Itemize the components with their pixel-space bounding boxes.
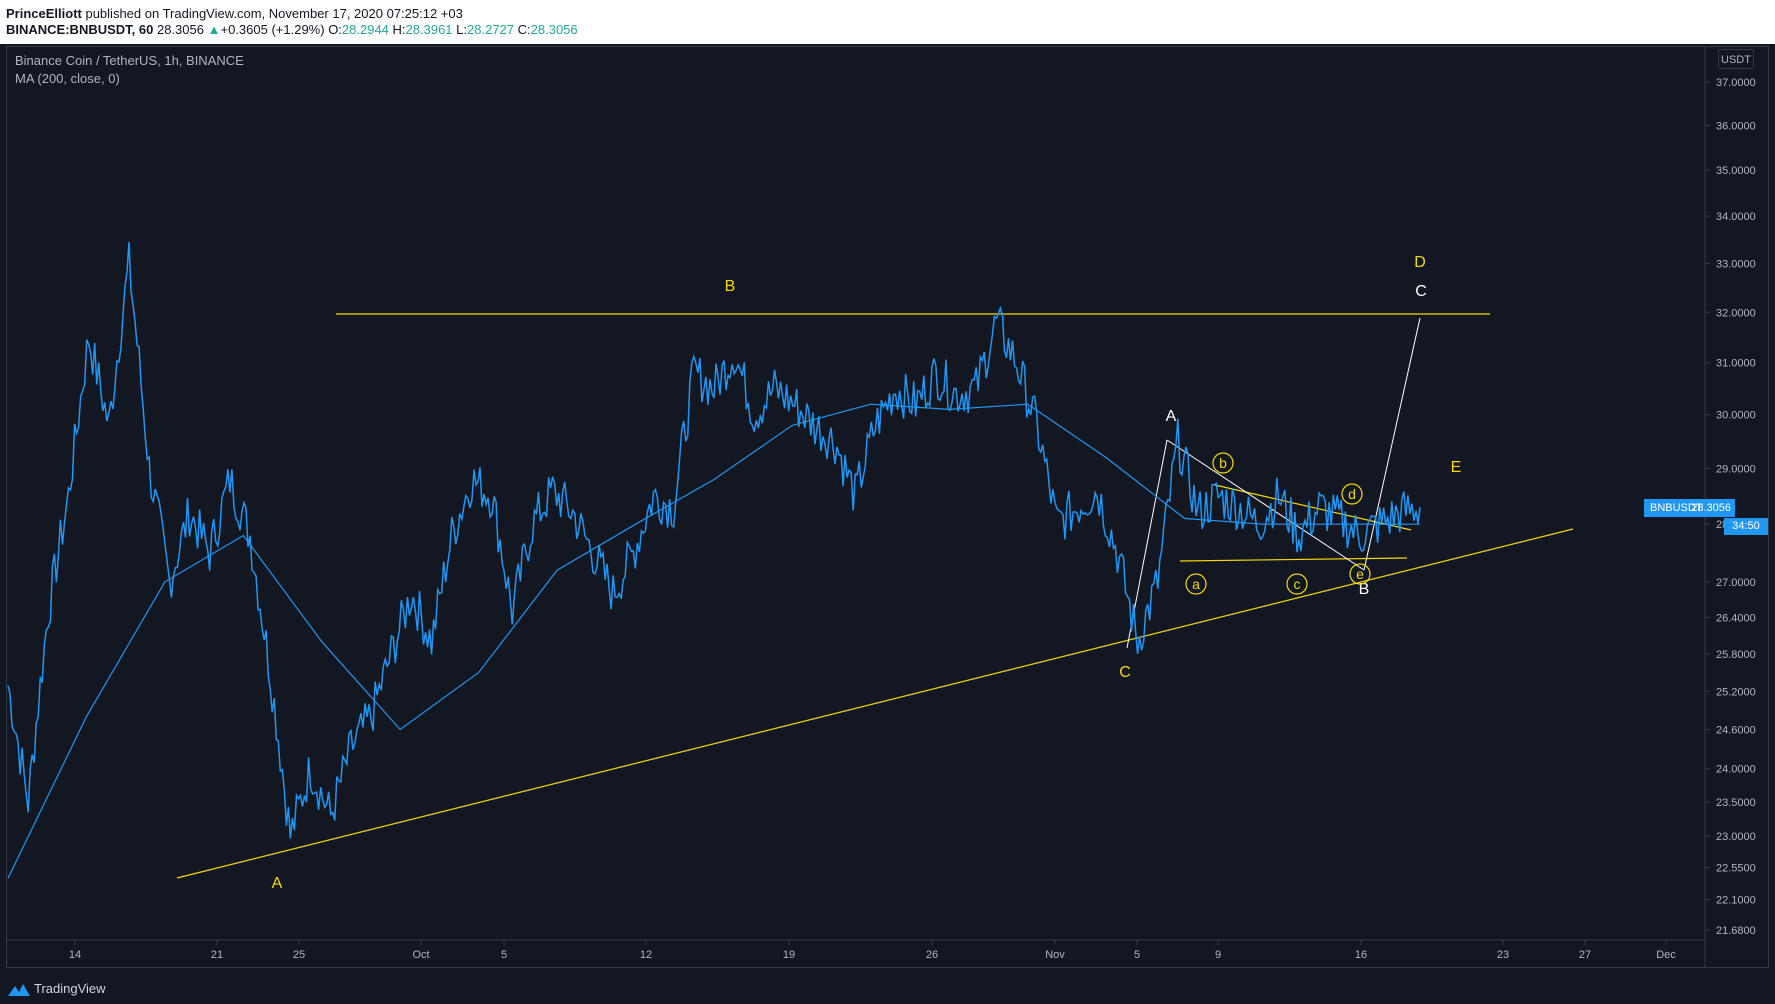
subwave-circle <box>1341 483 1363 505</box>
time-tick-label: 5 <box>501 949 507 961</box>
last-price: 28.3056 <box>156 22 204 37</box>
wave-label-white: C <box>1415 283 1427 300</box>
wave-line-2 <box>1166 439 1365 571</box>
wave-label-yellow: A <box>272 875 283 892</box>
subwave-circle <box>1212 452 1234 474</box>
tradingview-logo[interactable]: TradingView <box>8 981 106 996</box>
time-tick-label: 5 <box>1134 949 1140 961</box>
price-tick-label: 23.5000 <box>1716 797 1756 809</box>
publication-header: PrinceElliott published on TradingView.c… <box>0 0 1775 44</box>
price-tag-symbol: BNBUSDT <box>1650 502 1703 514</box>
subwave-circle <box>1185 573 1207 595</box>
symbol-label: BINANCE:BNBUSDT, 60 <box>6 22 154 37</box>
price-tick-label: 36.0000 <box>1716 120 1756 132</box>
price-tick-label: 33.0000 <box>1716 259 1756 271</box>
price-tick-label: 30.0000 <box>1716 410 1756 422</box>
high-value: 28.3961 <box>405 22 453 37</box>
tradingview-logo-icon <box>8 983 30 996</box>
brand-name: TradingView <box>34 981 106 996</box>
up-arrow-icon: ▲ <box>207 22 221 37</box>
price-tick-label: 35.0000 <box>1716 165 1756 177</box>
price-tick-label: 25.2000 <box>1716 686 1756 698</box>
price-tick-label: 24.6000 <box>1716 725 1756 737</box>
wave-label-yellow: B <box>725 278 736 295</box>
time-tick-label: 19 <box>783 949 795 961</box>
price-tick-label: 31.0000 <box>1716 358 1756 370</box>
subwave-label: a <box>1192 576 1200 592</box>
price-tick-label: 29.0000 <box>1716 463 1756 475</box>
indicator-label[interactable]: MA (200, close, 0) <box>15 71 120 86</box>
last-price-tag: BNBUSDT 28.3056 <box>1644 499 1735 517</box>
published-text: published on TradingView.com, November 1… <box>81 6 463 21</box>
footer: TradingView <box>0 972 1775 1004</box>
time-tick-label: Dec <box>1656 949 1676 961</box>
triangle-lower-line <box>1179 557 1408 562</box>
subwave-label: e <box>1356 566 1364 582</box>
ma-200-line <box>7 403 1420 879</box>
open-label: O: <box>328 22 342 37</box>
price-tag-value: 28.3056 <box>1691 502 1731 514</box>
time-axis[interactable]: 14 21 25 Oct 5 12 19 26 Nov 5 9 16 23 27 Dec <box>69 940 1676 961</box>
time-tick-label: 21 <box>211 949 223 961</box>
subwave-label: c <box>1294 576 1301 592</box>
price-tick-label: 25.8000 <box>1716 649 1756 661</box>
wave-label-white: A <box>1166 408 1177 425</box>
wave-label-white: B <box>1359 581 1370 598</box>
price-tick-label: 23.0000 <box>1716 831 1756 843</box>
subwave-circle <box>1349 563 1371 585</box>
price-change: +0.3605 (+1.29%) <box>220 22 325 37</box>
price-tick-label: 24.0000 <box>1716 764 1756 776</box>
price-tick-label: 27.0000 <box>1716 577 1756 589</box>
time-tick-label: 9 <box>1215 949 1221 961</box>
price-tick-label: 32.0000 <box>1716 307 1756 319</box>
bar-countdown: 34:50 <box>1724 518 1768 535</box>
time-tick-label: 14 <box>69 949 81 961</box>
subwave-label: b <box>1219 455 1227 471</box>
subwave-label: d <box>1348 486 1356 502</box>
open-value: 28.2944 <box>341 22 389 37</box>
close-value: 28.3056 <box>530 22 578 37</box>
price-tick-label: 26.4000 <box>1716 613 1756 625</box>
time-tick-label: 23 <box>1497 949 1509 961</box>
high-label: H: <box>392 22 406 37</box>
price-line <box>7 241 1421 839</box>
support-trendline <box>176 528 1574 879</box>
wave-label-yellow: D <box>1414 254 1426 271</box>
price-tick-label: 22.1000 <box>1716 895 1756 907</box>
subwave-circle <box>1286 573 1308 595</box>
author-name[interactable]: PrinceElliott <box>6 6 82 21</box>
low-value: 28.2727 <box>467 22 515 37</box>
symbol-ohlc-line: BINANCE:BNBUSDT, 60 28.3056 ▲+0.3605 (+1… <box>6 22 578 37</box>
price-tick-label: 37.0000 <box>1716 77 1756 89</box>
time-tick-label: 26 <box>926 949 938 961</box>
time-tick-label: Nov <box>1045 949 1065 961</box>
time-tick-label: 16 <box>1355 949 1367 961</box>
published-line: PrinceElliott published on TradingView.c… <box>6 6 463 21</box>
time-tick-label: Oct <box>412 949 429 961</box>
chart-legend: Binance Coin / TetherUS, 1h, BINANCE MA … <box>15 52 244 88</box>
time-tick-label: 25 <box>293 949 305 961</box>
price-tick-label: 21.6800 <box>1716 925 1756 937</box>
close-label: C: <box>517 22 531 37</box>
time-tick-label: 12 <box>640 949 652 961</box>
wave-label-yellow: C <box>1119 664 1131 681</box>
time-tick-label: 27 <box>1579 949 1591 961</box>
price-axis[interactable]: 37.0000 36.0000 35.0000 34.0000 33.0000 32.00… <box>1705 77 1756 937</box>
low-label: L: <box>456 22 468 37</box>
currency-label[interactable]: USDT <box>1718 49 1754 69</box>
price-tick-label: 22.5500 <box>1716 863 1756 875</box>
wave-line-3 <box>1363 317 1421 571</box>
wave-label-yellow: E <box>1451 459 1462 476</box>
symbol-title[interactable]: Binance Coin / TetherUS, 1h, BINANCE <box>15 53 244 68</box>
price-tick-label: 34.0000 <box>1716 211 1756 223</box>
chart-frame <box>6 46 1769 968</box>
